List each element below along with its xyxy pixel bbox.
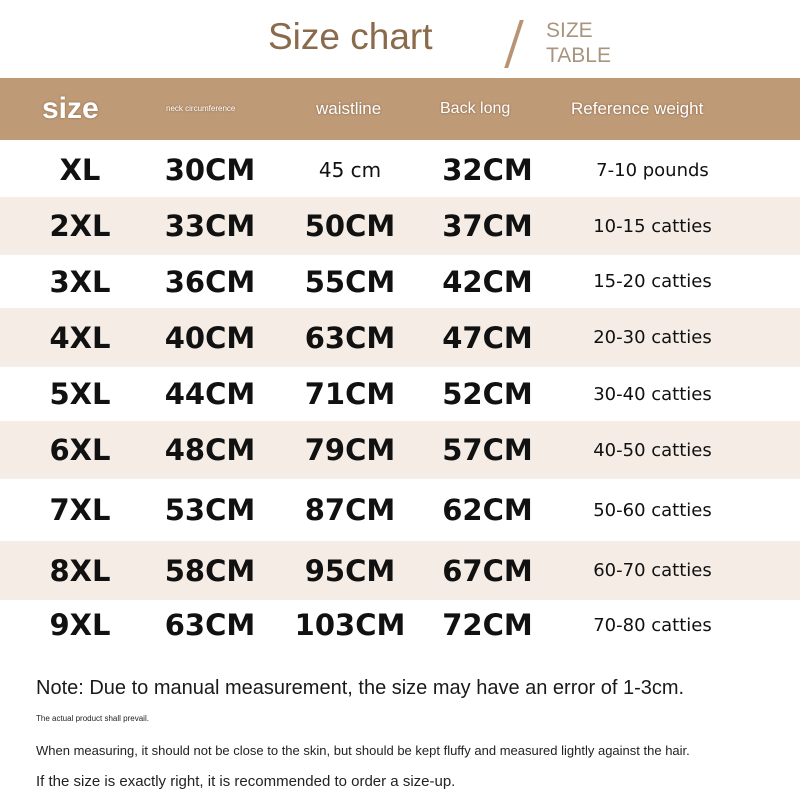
- cell-neck: 44CM: [164, 377, 256, 411]
- cell-waistline: 45 cm: [318, 158, 382, 182]
- cell-size: XL: [59, 153, 101, 187]
- note-main: Note: Due to manual measurement, the siz…: [36, 677, 685, 699]
- note-prevail: The actual product shall prevail.: [36, 714, 149, 723]
- table-row: 2XL 33CM 50CM 37CM 10-15 catties: [0, 197, 800, 255]
- cell-back-long: 67CM: [442, 553, 533, 588]
- table-row: 4XL 40CM 63CM 47CM 20-30 catties: [0, 308, 800, 367]
- cell-back-long: 57CM: [442, 433, 533, 467]
- cell-weight: 15-20 catties: [593, 271, 712, 292]
- cell-back-long: 47CM: [442, 320, 533, 355]
- cell-weight: 50-60 catties: [593, 499, 712, 521]
- note-measuring: When measuring, it should not be close t…: [36, 743, 690, 758]
- cell-weight: 40-50 catties: [593, 439, 712, 461]
- slash-divider: [504, 20, 524, 68]
- table-row: 7XL 53CM 87CM 62CM 50-60 catties: [0, 479, 800, 541]
- cell-waistline: 71CM: [304, 377, 396, 411]
- cell-size: 4XL: [49, 320, 111, 355]
- cell-size: 8XL: [49, 553, 111, 588]
- cell-waistline: 103CM: [294, 608, 406, 642]
- table-row: 6XL 48CM 79CM 57CM 40-50 catties: [0, 421, 800, 479]
- page-title: Size chart: [268, 16, 433, 57]
- table-row: 5XL 44CM 71CM 52CM 30-40 catties: [0, 367, 800, 421]
- cell-neck: 48CM: [164, 433, 256, 467]
- cell-waistline: 79CM: [304, 433, 396, 467]
- header-size: size: [42, 92, 99, 125]
- header-waistline: waistline: [316, 99, 382, 118]
- cell-neck: 58CM: [164, 553, 256, 588]
- cell-neck: 36CM: [164, 264, 256, 299]
- subtitle-line: SIZE: [546, 19, 593, 42]
- table-header: size neck circumference waistline Back l…: [0, 78, 800, 140]
- cell-size: 9XL: [49, 608, 111, 642]
- cell-neck: 33CM: [164, 209, 256, 243]
- table-row: XL 30CM 45 cm 32CM 7-10 pounds: [0, 143, 800, 197]
- cell-waistline: 63CM: [304, 320, 396, 355]
- cell-weight: 10-15 catties: [593, 215, 712, 237]
- table-row: 3XL 36CM 55CM 42CM 15-20 catties: [0, 255, 800, 308]
- cell-waistline: 87CM: [304, 493, 396, 527]
- cell-weight: 70-80 catties: [593, 614, 712, 636]
- cell-back-long: 42CM: [442, 264, 533, 299]
- cell-waistline: 95CM: [304, 553, 396, 588]
- cell-weight: 30-40 catties: [593, 383, 712, 405]
- cell-neck: 30CM: [164, 153, 256, 187]
- cell-weight: 7-10 pounds: [596, 159, 709, 181]
- cell-neck: 53CM: [164, 493, 256, 527]
- header-weight: Reference weight: [571, 99, 704, 118]
- subtitle-line: TABLE: [546, 44, 611, 67]
- header-neck: neck circumference: [166, 104, 236, 113]
- cell-size: 3XL: [49, 264, 111, 299]
- cell-size: 5XL: [49, 377, 111, 411]
- cell-back-long: 62CM: [442, 493, 533, 527]
- cell-back-long: 32CM: [442, 153, 533, 187]
- table-row: 8XL 58CM 95CM 67CM 60-70 catties: [0, 541, 800, 600]
- cell-weight: 20-30 catties: [593, 327, 712, 348]
- cell-size: 2XL: [49, 209, 111, 243]
- note-size-up: If the size is exactly right, it is reco…: [36, 773, 456, 790]
- cell-back-long: 52CM: [442, 377, 533, 411]
- cell-size: 6XL: [49, 433, 111, 467]
- cell-back-long: 72CM: [442, 608, 533, 642]
- cell-neck: 40CM: [164, 320, 256, 355]
- cell-weight: 60-70 catties: [593, 560, 712, 581]
- header-back-long: Back long: [440, 100, 511, 117]
- cell-back-long: 37CM: [442, 209, 533, 243]
- table-row: 9XL 63CM 103CM 72CM 70-80 catties: [0, 600, 800, 650]
- cell-size: 7XL: [49, 493, 111, 527]
- subtitle: SIZE TABLE: [546, 18, 611, 68]
- cell-neck: 63CM: [164, 608, 256, 642]
- cell-waistline: 50CM: [304, 209, 396, 243]
- cell-waistline: 55CM: [304, 264, 396, 299]
